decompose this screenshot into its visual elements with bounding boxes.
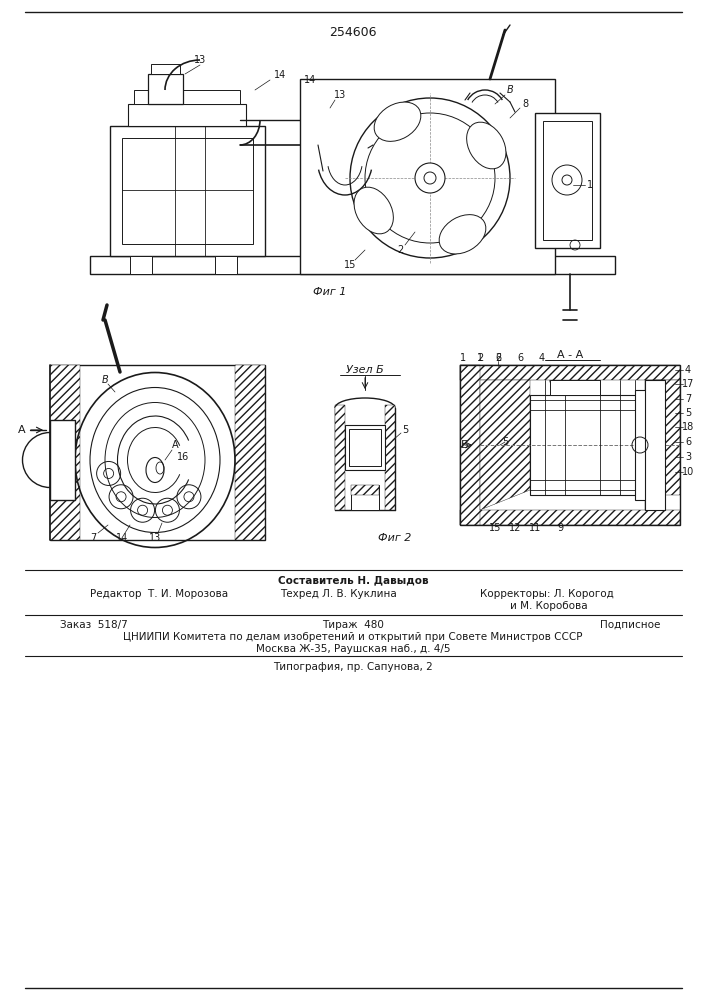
Text: В: В — [102, 375, 108, 385]
Text: Москва Ж-35, Раушская наб., д. 4/5: Москва Ж-35, Раушская наб., д. 4/5 — [256, 644, 450, 654]
Text: 10: 10 — [682, 467, 694, 477]
Text: 2: 2 — [477, 353, 483, 363]
Text: 12: 12 — [509, 523, 521, 533]
Ellipse shape — [467, 122, 506, 169]
Text: 11: 11 — [529, 523, 541, 533]
Text: Редактор  Т. И. Морозова: Редактор Т. И. Морозова — [90, 589, 228, 599]
Text: 13: 13 — [334, 90, 346, 100]
Bar — [351, 485, 379, 510]
Bar — [130, 256, 152, 274]
Text: 6: 6 — [517, 353, 523, 363]
Text: Узел Б: Узел Б — [346, 365, 384, 375]
Text: 5: 5 — [502, 437, 508, 447]
Text: 2: 2 — [495, 353, 501, 363]
Text: 14: 14 — [116, 533, 128, 543]
Text: Техред Л. В. Куклина: Техред Л. В. Куклина — [280, 589, 397, 599]
Text: Заказ  518/7: Заказ 518/7 — [60, 620, 128, 630]
Bar — [148, 74, 183, 104]
Text: 3: 3 — [685, 452, 691, 462]
Text: 17: 17 — [682, 379, 694, 389]
Bar — [550, 380, 600, 395]
Text: Подписное: Подписное — [600, 620, 660, 630]
Bar — [635, 390, 660, 500]
Text: 18: 18 — [682, 422, 694, 432]
Text: 5: 5 — [685, 408, 691, 418]
Text: 1: 1 — [587, 180, 593, 190]
Text: 14: 14 — [274, 70, 286, 80]
Bar — [535, 113, 600, 248]
Text: 9: 9 — [557, 523, 563, 533]
Text: и М. Коробова: и М. Коробова — [510, 601, 588, 611]
Text: Б: Б — [461, 440, 469, 450]
Text: 13: 13 — [194, 55, 206, 65]
Bar — [90, 256, 615, 274]
Circle shape — [415, 163, 445, 193]
Circle shape — [424, 172, 436, 184]
Bar — [645, 380, 665, 510]
Text: Составитель Н. Давыдов: Составитель Н. Давыдов — [278, 575, 428, 585]
Text: Корректоры: Л. Корогод: Корректоры: Л. Корогод — [480, 589, 614, 599]
Text: 1: 1 — [477, 353, 483, 363]
Polygon shape — [235, 365, 265, 540]
Bar — [345, 425, 385, 470]
Polygon shape — [460, 365, 480, 525]
Polygon shape — [645, 380, 665, 510]
Polygon shape — [460, 365, 680, 380]
Bar — [134, 90, 240, 104]
Text: 7: 7 — [685, 394, 691, 404]
Text: 6: 6 — [685, 437, 691, 447]
Bar — [151, 64, 180, 74]
Text: Тираж  480: Тираж 480 — [322, 620, 384, 630]
Text: ЦНИИПИ Комитета по делам изобретений и открытий при Совете Министров СССР: ЦНИИПИ Комитета по делам изобретений и о… — [123, 632, 583, 642]
Text: 8: 8 — [522, 99, 528, 109]
Bar — [50, 365, 265, 540]
Text: Типография, пр. Сапунова, 2: Типография, пр. Сапунова, 2 — [273, 662, 433, 672]
Text: 254606: 254606 — [329, 25, 377, 38]
Polygon shape — [655, 380, 680, 495]
Polygon shape — [385, 405, 395, 510]
Bar — [460, 365, 680, 525]
Ellipse shape — [354, 187, 393, 234]
Text: 6: 6 — [495, 353, 501, 363]
Text: 5: 5 — [402, 425, 408, 435]
Bar — [128, 104, 246, 126]
Bar — [543, 121, 592, 240]
Polygon shape — [480, 380, 530, 510]
Bar — [122, 138, 253, 244]
Text: А - А: А - А — [557, 350, 583, 360]
Text: В: В — [507, 85, 513, 95]
Text: 14: 14 — [304, 75, 316, 85]
Polygon shape — [351, 485, 379, 495]
Bar — [530, 395, 645, 495]
Bar — [110, 126, 265, 256]
Text: 4: 4 — [685, 365, 691, 375]
Text: 15: 15 — [344, 260, 356, 270]
Text: А: А — [172, 440, 178, 450]
Text: 16: 16 — [177, 452, 189, 462]
Text: 13: 13 — [149, 533, 161, 543]
Text: 2: 2 — [397, 245, 403, 255]
Bar — [349, 429, 381, 466]
Text: 7: 7 — [90, 533, 96, 543]
Text: 4: 4 — [539, 353, 545, 363]
Bar — [215, 256, 237, 274]
Text: А: А — [18, 425, 26, 435]
Ellipse shape — [374, 102, 421, 141]
Text: 15: 15 — [489, 523, 501, 533]
Ellipse shape — [439, 215, 486, 254]
Bar — [50, 420, 75, 500]
Polygon shape — [50, 365, 80, 540]
Text: Фиг 1: Фиг 1 — [313, 287, 346, 297]
Text: Фиг 2: Фиг 2 — [378, 533, 411, 543]
Polygon shape — [460, 510, 680, 525]
Polygon shape — [335, 405, 345, 510]
Bar — [300, 79, 555, 274]
Text: 1: 1 — [460, 353, 466, 363]
